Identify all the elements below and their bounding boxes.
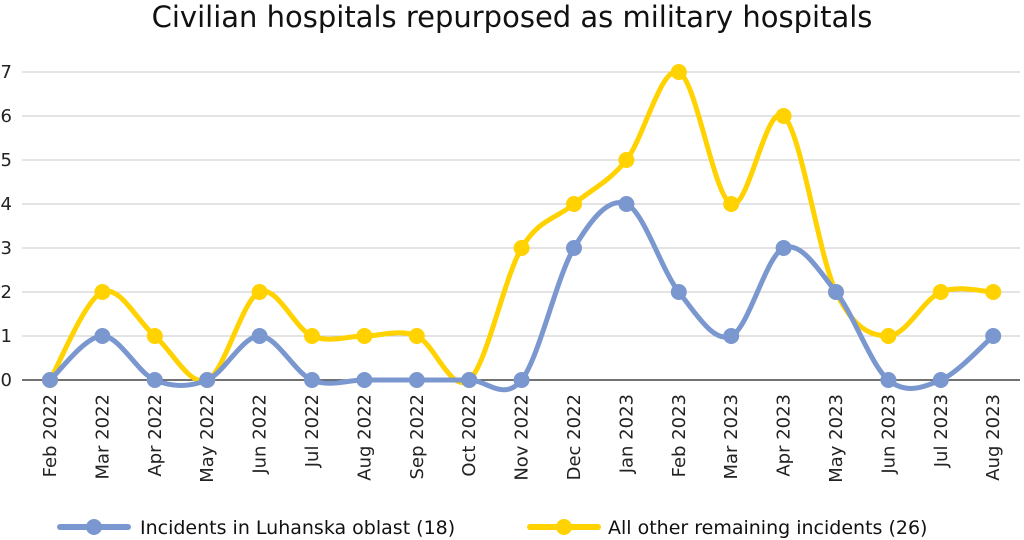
data-point	[932, 372, 949, 388]
data-point	[775, 108, 792, 124]
data-point	[985, 328, 1002, 344]
data-point	[304, 372, 320, 388]
x-tick-label: Sep 2022	[407, 394, 428, 479]
series-line	[47, 200, 996, 393]
legend-label: Incidents in Luhanska oblast (18)	[140, 517, 455, 539]
x-tick-label: Aug 2023	[983, 394, 1004, 481]
data-point	[932, 284, 949, 300]
data-point	[985, 284, 1002, 300]
data-point	[618, 152, 635, 168]
data-point	[618, 196, 635, 212]
data-point	[408, 328, 425, 344]
x-tick-label: Feb 2022	[40, 394, 61, 477]
data-point	[513, 372, 530, 388]
series-lines	[42, 64, 1002, 393]
x-tick-label: Aug 2022	[354, 394, 375, 481]
data-point	[146, 372, 163, 388]
legend-item-1: All other remaining incidents (26)	[527, 517, 927, 539]
x-tick-label: Jan 2023	[616, 394, 637, 474]
data-point	[408, 372, 425, 388]
legend-item-0: Incidents in Luhanska oblast (18)	[57, 517, 455, 539]
data-point	[356, 328, 373, 344]
data-point	[94, 328, 111, 344]
legend-swatch-marker	[86, 519, 102, 535]
data-point	[670, 284, 687, 300]
data-point	[251, 328, 268, 344]
y-tick-label: 6	[1, 106, 12, 127]
x-axis-ticks: Feb 2022 Mar 2022 Apr 2022 May 2022 Jun 2022…	[40, 394, 1004, 483]
data-point	[566, 196, 582, 212]
data-point	[775, 240, 792, 256]
y-tick-label: 2	[1, 282, 12, 303]
data-point	[146, 328, 163, 344]
x-tick-label: Jun 2023	[878, 394, 899, 475]
y-tick-label: 5	[1, 150, 12, 171]
x-tick-label: Jun 2022	[250, 394, 271, 475]
data-point	[670, 64, 687, 80]
y-tick-label: 0	[1, 370, 12, 391]
data-point	[723, 196, 740, 212]
data-point	[723, 328, 740, 344]
legend-swatch-marker	[556, 519, 572, 535]
legend-label: All other remaining incidents (26)	[608, 517, 927, 539]
series-1	[42, 64, 1002, 388]
y-tick-label: 4	[1, 194, 12, 215]
x-tick-label: Nov 2022	[512, 394, 533, 481]
y-tick-label: 3	[1, 238, 12, 259]
data-point	[251, 284, 268, 300]
data-point	[94, 284, 111, 300]
data-point	[199, 372, 216, 388]
data-point	[880, 328, 897, 344]
x-tick-label: Jul 2023	[931, 394, 952, 468]
x-tick-label: Jul 2022	[302, 394, 323, 468]
data-point	[461, 372, 478, 388]
x-tick-label: May 2022	[197, 394, 218, 483]
data-point	[42, 372, 58, 388]
x-tick-label: Dec 2022	[564, 394, 585, 480]
data-point	[513, 240, 530, 256]
y-axis-ticks: 0 1 2 3 4 5 6 7	[1, 62, 12, 391]
data-point	[828, 284, 844, 300]
data-point	[304, 328, 320, 344]
y-tick-label: 7	[1, 62, 12, 83]
x-tick-label: May 2023	[826, 394, 847, 483]
x-tick-label: Feb 2023	[669, 394, 690, 477]
y-tick-label: 1	[1, 326, 12, 347]
chart-title: Civilian hospitals repurposed as militar…	[152, 0, 873, 34]
data-point	[880, 372, 897, 388]
x-tick-label: Apr 2022	[145, 394, 166, 477]
series-0	[42, 196, 1002, 393]
data-point	[566, 240, 582, 256]
legend: Incidents in Luhanska oblast (18) All ot…	[57, 517, 927, 539]
x-tick-label: Mar 2023	[721, 394, 742, 480]
x-tick-label: Mar 2022	[92, 394, 113, 480]
x-tick-label: Apr 2023	[774, 394, 795, 477]
data-point	[356, 372, 373, 388]
x-tick-label: Oct 2022	[459, 394, 480, 477]
